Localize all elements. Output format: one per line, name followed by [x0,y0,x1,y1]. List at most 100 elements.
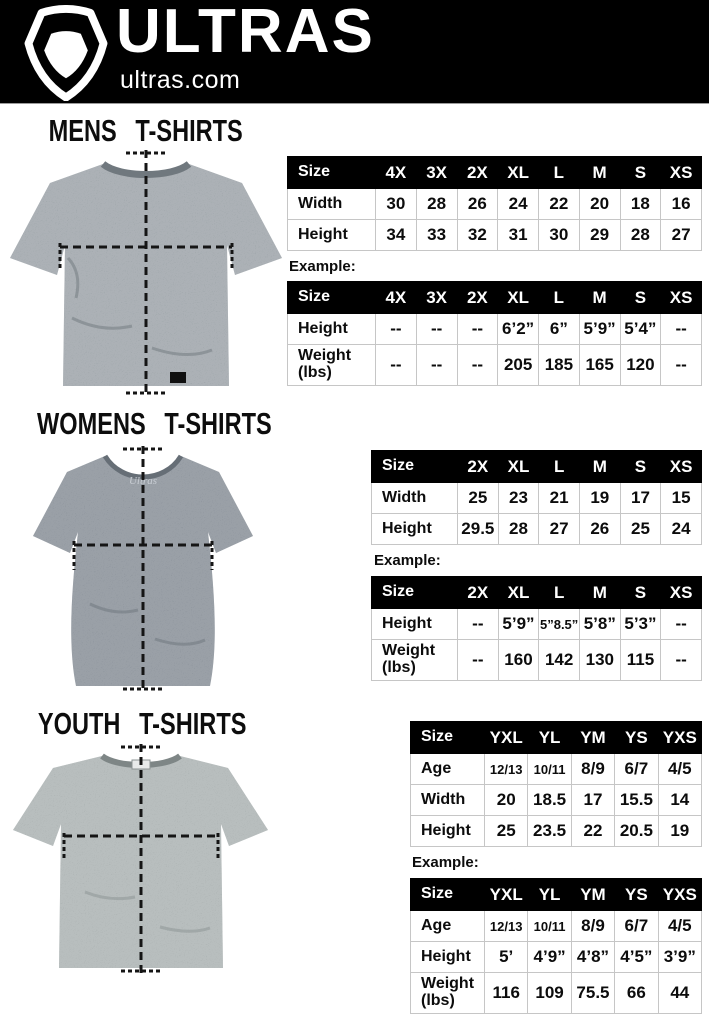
row-label: Width [287,188,376,220]
cell-value: 17 [570,784,616,816]
column-header: 2X [457,450,499,483]
cell-value: 26 [456,188,499,220]
column-header: XL [497,576,540,609]
cell-value: 26 [578,513,621,545]
table-row: Width 30 28 26 24 22 20 18 16 [287,188,702,220]
size-corner-header: Size [410,721,485,754]
cell-value: 23.5 [527,815,572,847]
cell-value: 27 [538,513,580,545]
column-header: 3X [415,281,458,314]
cell-value: 19 [578,482,621,514]
size-corner-header: Size [371,576,458,609]
cell-value: 5’3” [619,608,662,640]
size-corner-header: Size [287,281,376,314]
table-row: Weight (lbs) 116 109 75.5 66 44 [410,972,703,1014]
womens-section-title: WOMENS T-SHIRTS [37,406,272,441]
row-label: Height [371,513,458,545]
column-header: 4X [375,156,417,189]
column-header: S [619,450,662,483]
column-header: L [538,450,580,483]
mens-tshirt-image [2,148,290,398]
mens-example-table: Size 4X 3X 2X XL L M S XS Height -- -- -- 6’2” 6” 5’9” 5… [287,281,702,386]
cell-value: -- [660,608,702,640]
column-header: M [578,450,621,483]
cell-value: 6” [538,313,580,345]
cell-value: 25 [457,482,499,514]
womens-tshirt-image: Ultras [10,444,276,694]
cell-value: 5’9” [578,313,621,345]
cell-value: 31 [497,219,539,251]
cell-value: -- [375,313,417,345]
cell-value: 28 [497,513,540,545]
cell-value: 25 [619,513,662,545]
brand-site-link[interactable]: ultras.com [120,66,241,94]
cell-value: -- [660,639,702,681]
cell-value: 21 [538,482,580,514]
header-bar: ULTRAS ultras.com [0,0,709,103]
cell-value: 165 [578,344,621,386]
cell-value: 34 [375,219,417,251]
row-label: Height [410,941,485,973]
cell-value: 5’9” [497,608,540,640]
cell-value: 66 [614,972,659,1014]
cell-value: 10/11 [527,753,572,785]
table-row: Weight (lbs) -- 160 142 130 115 -- [371,639,702,681]
cell-value: 205 [497,344,539,386]
column-header: S [619,156,662,189]
cell-value: 25 [483,815,529,847]
brand-name: ULTRAS [116,0,375,66]
cell-value: 15 [660,482,702,514]
cell-value: 6/7 [614,910,659,942]
cell-value: 17 [619,482,662,514]
column-header: YS [614,878,659,911]
youth-example-table: Size YXL YL YM YS YXS Age 12/13 10/11 8/9 6/7 4/5 He… [410,878,703,1014]
column-header: XS [660,156,702,189]
column-header: M [578,156,621,189]
column-header: M [578,281,621,314]
cell-value: 20 [578,188,621,220]
cell-value: 10/11 [527,910,572,942]
cell-value: -- [660,344,702,386]
cell-value: 130 [578,639,621,681]
cell-value: 27 [660,219,702,251]
cell-value: 20.5 [614,815,659,847]
cell-value: -- [375,344,417,386]
cell-value: 75.5 [570,972,616,1014]
column-header: YM [570,878,616,911]
cell-value: 8/9 [570,910,616,942]
cell-value: 33 [415,219,458,251]
cell-value: 44 [657,972,703,1014]
column-header: 3X [415,156,458,189]
cell-value: 3’9” [657,941,703,973]
column-header: XL [497,450,540,483]
cell-value: 30 [538,219,580,251]
cell-value: 109 [527,972,572,1014]
cell-value: 5’4” [619,313,662,345]
cell-value: -- [660,313,702,345]
table-row: Height 25 23.5 22 20.5 19 [410,815,703,847]
cell-value: 4’8” [570,941,616,973]
womens-example-table: Size 2X XL L M S XS Height -- 5’9” 5”8.5” 5’8” 5’3” -… [371,576,702,681]
cell-value: 32 [456,219,499,251]
youth-section-title: YOUTH T-SHIRTS [37,706,247,741]
column-header: YL [527,878,572,911]
mens-section-title: MENS T-SHIRTS [48,113,244,148]
table-row: Age 12/13 10/11 8/9 6/7 4/5 [410,910,703,942]
cell-value: 4/5 [657,910,703,942]
cell-value: -- [456,313,499,345]
row-label: Age [410,753,485,785]
mens-example-label: Example: [289,258,356,275]
cell-value: 14 [657,784,703,816]
cell-value: 29 [578,219,621,251]
row-label: Weight (lbs) [410,972,485,1014]
cell-value: 22 [538,188,580,220]
cell-value: 12/13 [483,753,529,785]
cell-value: 20 [483,784,529,816]
cell-value: 142 [538,639,580,681]
column-header: S [619,281,662,314]
youth-example-label: Example: [412,854,479,871]
row-label: Height [287,219,376,251]
column-header: 4X [375,281,417,314]
cell-value: 16 [660,188,702,220]
column-header: YXS [657,878,703,911]
